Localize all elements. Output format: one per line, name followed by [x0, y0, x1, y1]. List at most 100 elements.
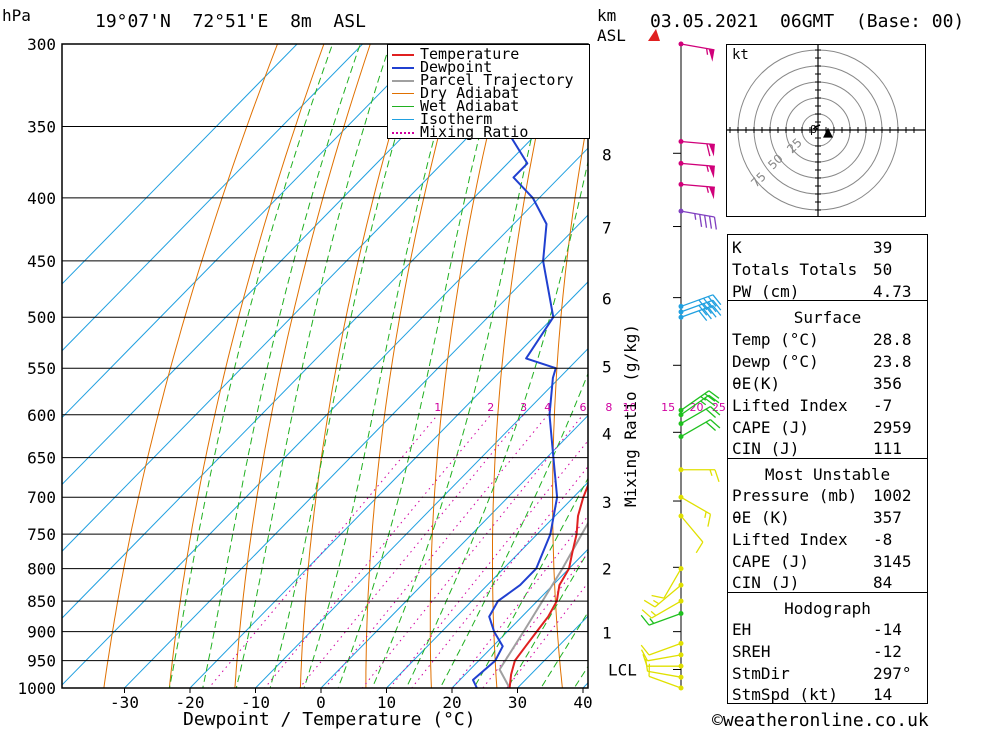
- wind-barb: [641, 598, 684, 619]
- legend-swatch: [392, 93, 414, 94]
- wind-barb-feather: [703, 303, 712, 314]
- wind-barb-pennant: [708, 186, 715, 200]
- temperature-line: [508, 482, 588, 688]
- isotherm-line: [62, 44, 298, 285]
- wind-barb: [648, 663, 684, 691]
- wind-barb-feather: [640, 644, 650, 656]
- temperature-tick-label: 10: [377, 693, 396, 712]
- wind-barb-half-feather: [706, 165, 710, 172]
- wind-barb-feather: [698, 304, 708, 316]
- wind-barb-dot: [678, 640, 684, 646]
- hodograph-table-title: Hodograph: [784, 599, 871, 618]
- wind-barb-shaft: [680, 390, 710, 411]
- isotherm-line: [123, 214, 588, 688]
- legend-swatch: [392, 80, 414, 82]
- wet-adiabat-line: [202, 44, 361, 688]
- wind-barb-dot: [678, 685, 684, 691]
- wind-barb-dot: [678, 314, 684, 320]
- wind-barb: [678, 467, 720, 482]
- mixing-ratio-line: [389, 439, 588, 688]
- wind-barb-half-feather: [705, 48, 709, 55]
- height-unit-km: km: [597, 6, 617, 25]
- wind-barb-feather: [643, 599, 656, 608]
- wind-barb-feather: [708, 394, 720, 404]
- wind-barb-half-feather: [653, 599, 660, 605]
- wind-barb-feather: [640, 649, 649, 662]
- hodograph-unit: kt: [732, 47, 749, 63]
- wind-barb-feather: [645, 658, 649, 672]
- wind-barb-shaft: [651, 600, 682, 619]
- wind-barb-pennant: [708, 143, 715, 157]
- wind-barb-shaft: [647, 654, 682, 662]
- wind-barb: [678, 208, 717, 230]
- wind-barb: [640, 611, 684, 626]
- wind-barb-feather: [712, 294, 722, 306]
- wind-barb-dot: [678, 139, 684, 145]
- height-tick-label: 5: [602, 357, 612, 376]
- most-unstable-title: Most Unstable: [764, 465, 891, 484]
- dry-adiabat-line: [974, 0, 1000, 714]
- wind-barb: [678, 394, 720, 418]
- surface-row-temp: Temp (°C) 28.8: [732, 330, 912, 349]
- wind-barb-shaft: [663, 568, 682, 599]
- wind-barb-dot: [678, 41, 684, 47]
- mixing-ratio-label: 1: [434, 401, 441, 414]
- wet-adiabat-line: [371, 44, 555, 688]
- wind-barb-dot: [678, 467, 684, 473]
- hodograph-ring-label: 50: [765, 151, 786, 172]
- index-row-totals: Totals Totals 50: [732, 260, 893, 279]
- wind-barb: [678, 419, 721, 440]
- wind-barb-dot: [678, 160, 684, 166]
- hodograph-ring-label: 75: [748, 169, 769, 190]
- x-axis-label: Dewpoint / Temperature (°C): [183, 709, 476, 730]
- wind-barb-dot: [678, 309, 684, 315]
- wind-barb-shaft: [680, 140, 715, 146]
- temperature-tick-label: 20: [442, 693, 461, 712]
- mixing-ratio-line: [324, 414, 549, 688]
- legend: Temperature Dewpoint Parcel Trajectory D…: [387, 44, 590, 140]
- wind-barb-feather: [706, 143, 711, 157]
- mixing-ratio-label: 2: [487, 401, 494, 414]
- isotherm-line: [385, 481, 588, 688]
- wind-barb: [651, 566, 684, 599]
- surface-row-li: Lifted Index -7: [732, 396, 893, 415]
- wind-barb-half-feather: [706, 186, 710, 193]
- isotherm-line: [62, 44, 364, 352]
- mu-row-li: Lifted Index -8: [732, 530, 893, 549]
- dry-adiabat-line: [667, 0, 713, 714]
- wind-barb-dot: [678, 181, 684, 187]
- parcel-trajectory-line: [498, 521, 588, 688]
- pressure-tick-label: 700: [27, 488, 56, 507]
- surface-row-thetae: θE(K) 356: [732, 374, 902, 393]
- wind-barb: [640, 640, 684, 656]
- wind-barb-shaft: [654, 584, 682, 608]
- wind-barb-half-feather: [649, 618, 655, 624]
- copyright-footer[interactable]: ©weatheronline.co.uk: [712, 710, 929, 731]
- height-tick-label: 7: [602, 219, 612, 238]
- wind-barb-feather: [703, 308, 712, 320]
- wet-adiabat-line: [168, 44, 334, 688]
- temperature-tick-label: -30: [110, 693, 139, 712]
- wind-barb-dot: [678, 434, 684, 440]
- wind-barb-feather: [713, 216, 717, 230]
- height-unit-asl: ASL: [597, 26, 626, 45]
- wind-barb-dot: [678, 598, 684, 604]
- isotherm-line: [62, 147, 588, 686]
- wind-barb-feather: [651, 594, 665, 599]
- legend-swatch: [392, 132, 414, 134]
- hodograph-trace: [813, 124, 821, 131]
- wind-barb-feather: [707, 301, 717, 313]
- dry-adiabat-line: [611, 0, 669, 714]
- wind-barb: [678, 181, 715, 200]
- temperature-tick-label: 0: [316, 693, 326, 712]
- wind-barb-shaft: [648, 675, 682, 689]
- surface-title: Surface: [793, 308, 862, 327]
- wind-barb-shaft: [680, 496, 711, 515]
- wind-barb-feather: [705, 421, 717, 431]
- wind-barb-half-feather: [650, 610, 657, 617]
- pressure-tick-label: 450: [27, 252, 56, 271]
- dry-adiabat-line: [926, 0, 1000, 714]
- wind-barb: [678, 41, 715, 62]
- wind-barb-shaft: [647, 670, 682, 678]
- indices-table: K 39 Totals Totals 50 PW (cm) 4.73: [727, 234, 928, 302]
